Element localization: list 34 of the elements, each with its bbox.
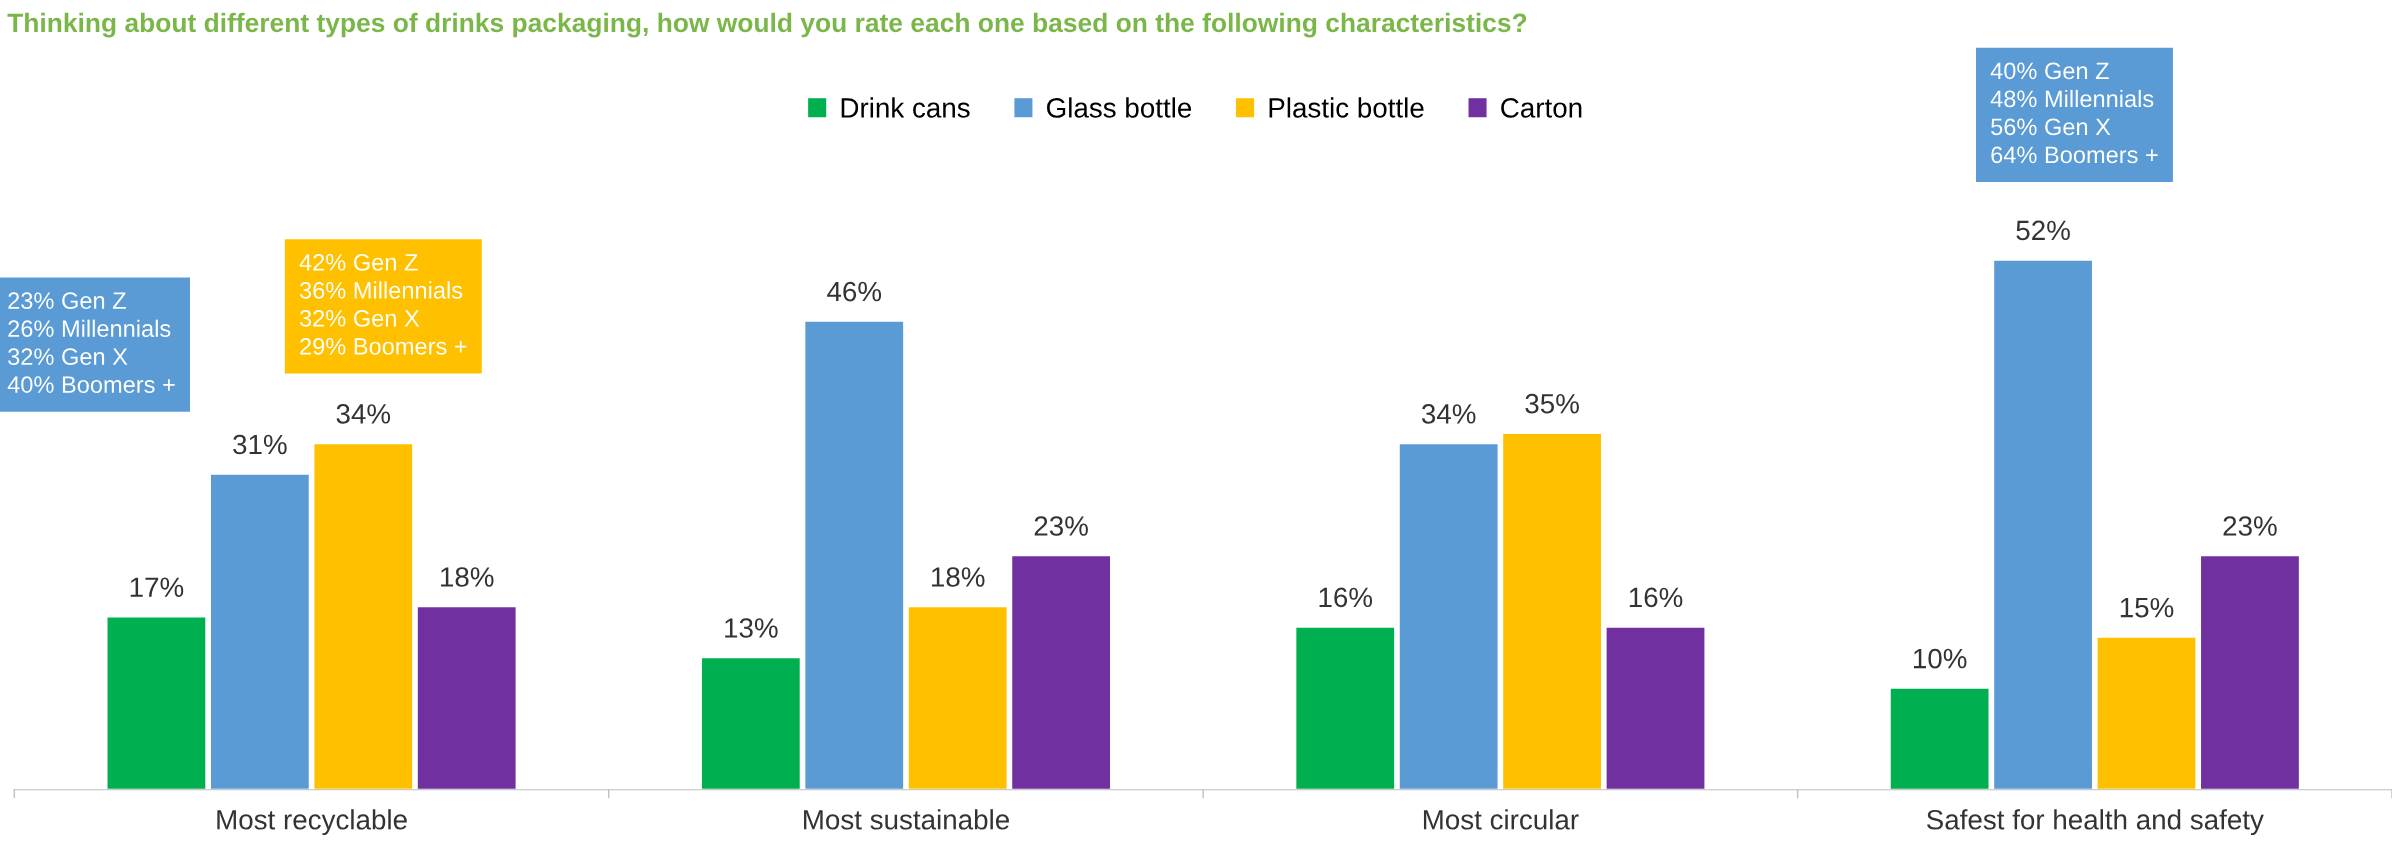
x-tick-label: Safest for health and safety: [1926, 809, 2264, 836]
annotation: 23% Gen Z 26% Millennials 32% Gen X 40% Boomers +: [7, 292, 175, 393]
legend-label: Drink cans: [841, 97, 970, 118]
legend-label: Carton: [1501, 98, 1582, 118]
data-label: 18%: [932, 567, 985, 587]
text: 40% Gen Z 48% Millennials 56% Gen X 64% Boomers +: [1990, 62, 2158, 164]
data-label: 23%: [2223, 516, 2277, 536]
data-label: 16%: [1629, 587, 1683, 608]
data-label: 18%: [441, 567, 494, 587]
data-label: 34%: [336, 404, 391, 424]
data-label: 17%: [130, 577, 184, 597]
data-label: 46%: [827, 281, 882, 302]
data-label: 52%: [2016, 220, 2070, 241]
data-label: 34%: [1421, 404, 1476, 424]
bar: [1604, 625, 1707, 790]
x-tick-label: Most sustainable: [804, 809, 1009, 830]
data-label: 35%: [1525, 393, 1579, 414]
chart-title: Thinking about different types of drinks packaging, how would you rate each one based on the following characteristics?: [7, 12, 1527, 38]
data-label: 16%: [1319, 587, 1373, 608]
x-tick-label: Most circular: [1423, 809, 1579, 830]
bar: [2198, 554, 2301, 790]
data-label: 31%: [233, 434, 287, 455]
legend-label: Glass bottle: [1047, 97, 1192, 118]
bar: [415, 605, 518, 790]
annotation: 42% Gen Z 36% Millennials 32% Gen X 29% Boomers +: [299, 253, 467, 355]
legend-label: Plastic bottle: [1269, 97, 1424, 118]
bar: [1294, 625, 1397, 790]
data-label: 15%: [2120, 597, 2174, 618]
x-tick-label: Most recyclable: [217, 809, 407, 836]
bar: [105, 615, 208, 790]
data-label: 23%: [1034, 516, 1088, 536]
data-label: 13%: [725, 618, 778, 638]
bar: [2095, 635, 2198, 790]
data-label: 10%: [1913, 648, 1967, 669]
